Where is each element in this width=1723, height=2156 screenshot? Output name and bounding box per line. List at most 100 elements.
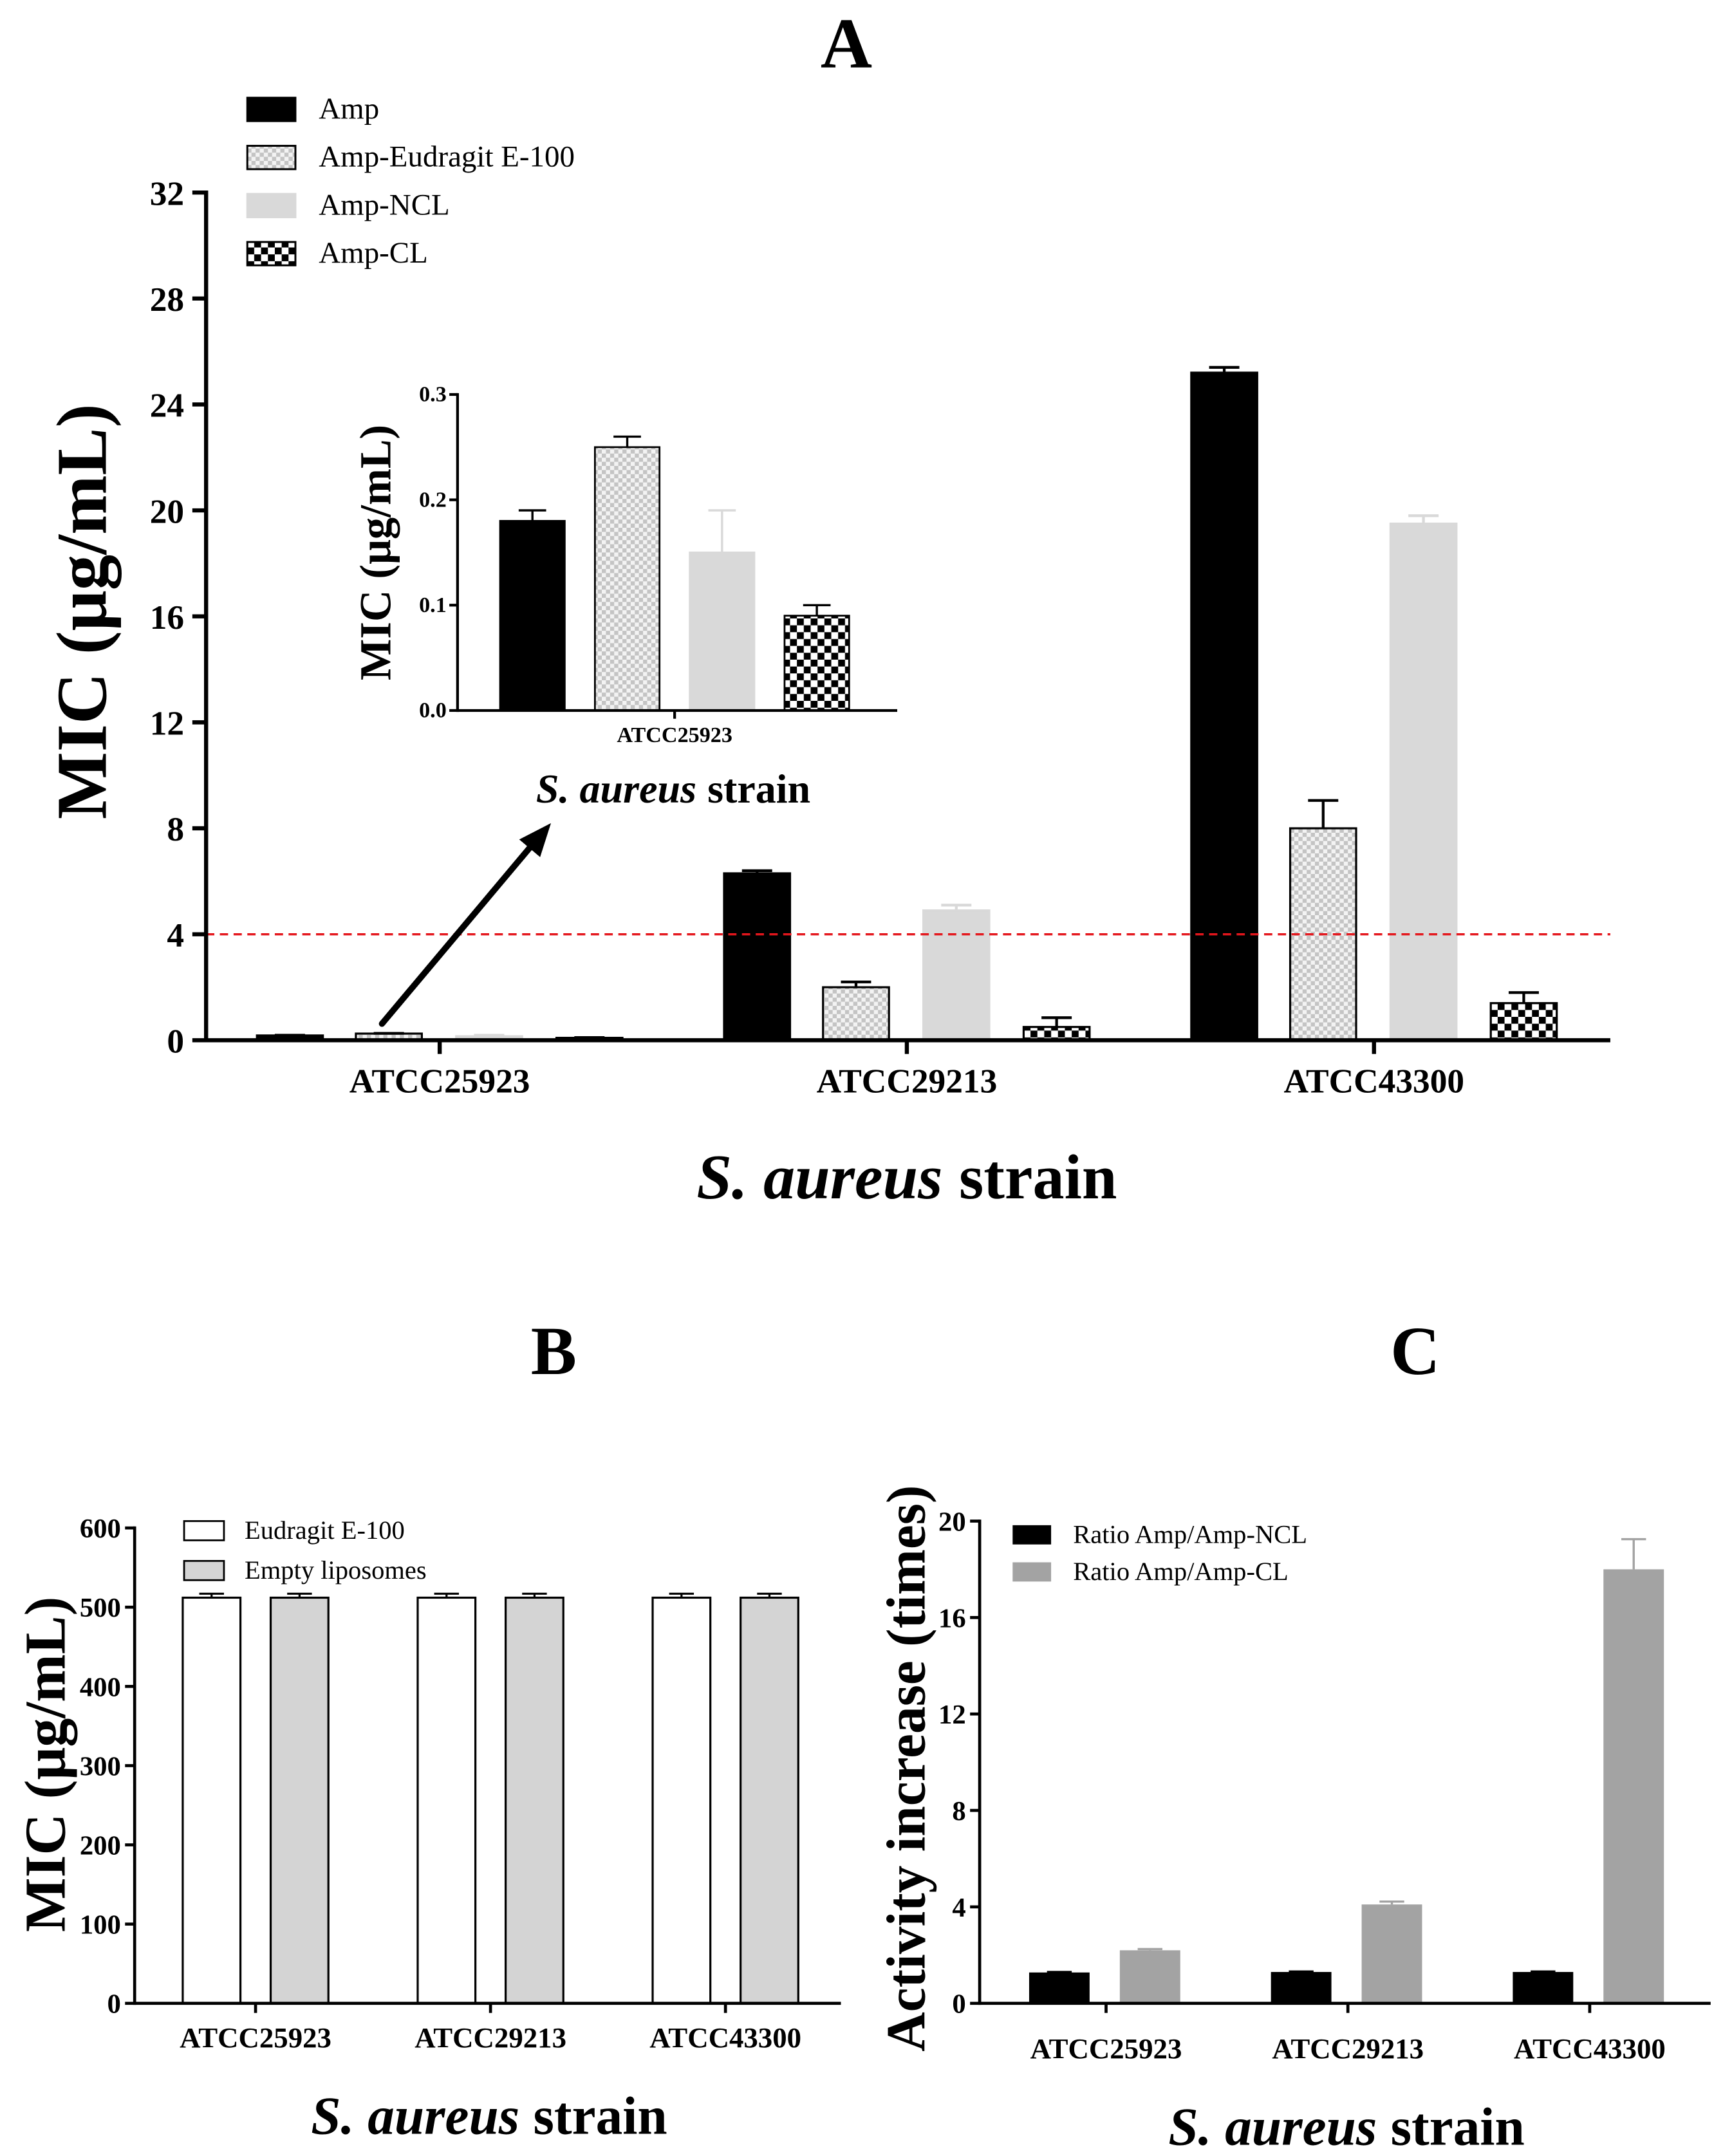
y-axis-label: Activity increase (times) [877, 1485, 937, 2052]
error-bar-amp-ncl-atcc25923 [474, 1034, 505, 1037]
legend-label: Amp-Eudragit E-100 [319, 140, 575, 174]
y-tick-label: 200 [80, 1831, 121, 1861]
legend-label: Amp-CL [319, 236, 428, 270]
bar-empty-liposomes-atcc29213 [504, 1596, 564, 2005]
x-axis-label-rest: strain [1391, 2098, 1525, 2156]
legend-swatch [183, 1520, 225, 1541]
legend-swatch [183, 1559, 225, 1581]
error-bar-amp-eudragit-e-100-atcc29213 [841, 980, 871, 987]
bar-amp-ncl-atcc43300 [1389, 523, 1458, 1041]
x-axis-label-species: S. aureus [696, 1143, 942, 1213]
x-tick-label: ATCC29213 [414, 2021, 566, 2054]
callout-arrow-shaft [378, 841, 537, 1027]
y-tick-label: 0 [107, 1989, 121, 2020]
bar-empty-liposomes-atcc43300 [740, 1596, 799, 2005]
y-tick-label: 500 [80, 1593, 121, 1623]
y-axis-label: MIC (μg/mL) [351, 425, 400, 680]
panel-c-chart: 0 4 8 12 16 20 ATCC25923 ATCC29213 ATCC43300 C Act… [877, 1314, 1711, 2156]
y-tick-label: 600 [80, 1514, 121, 1544]
x-tick-label: ATCC25923 [180, 2021, 331, 2054]
y-tick-label: 12 [150, 704, 184, 743]
y-tick-label: 300 [80, 1751, 121, 1781]
x-axis-label: S. aureus strain [1168, 2098, 1524, 2156]
error-bar-amp-ncl-atcc29213 [941, 904, 972, 911]
bar-amp-ncl-atcc25923 [689, 552, 756, 712]
x-axis-label-species: S. aureus [536, 766, 696, 812]
error-bar-empty-liposomes-atcc29213 [522, 1592, 547, 1598]
callout-arrow-head [519, 823, 552, 857]
y-tick-label: 0 [952, 1989, 965, 2020]
bar-eudragit-e-100-atcc25923 [182, 1596, 242, 2005]
legend-item-ratio-amp-amp-ncl: Ratio Amp/Amp-NCL [1012, 1520, 1307, 1549]
x-axis-label-rest: strain [959, 1143, 1117, 1213]
x-axis-label-rest: strain [707, 766, 810, 812]
x-tick-label: ATCC25923 [349, 1061, 530, 1100]
y-tick-label: 20 [938, 1507, 966, 1537]
x-tick-label: ATCC29213 [1272, 2032, 1424, 2065]
legend-swatch [246, 192, 297, 219]
error-bar-amp-atcc43300 [1209, 366, 1240, 373]
error-bar-ratio-amp-amp-cl-atcc25923 [1137, 1947, 1163, 1951]
error-bar-amp-cl-atcc25923 [803, 604, 831, 616]
y-tick-label: 0 [167, 1022, 184, 1061]
bar-amp-ncl-atcc29213 [922, 909, 991, 1041]
legend-swatch [246, 241, 297, 266]
y-tick-label: 8 [167, 810, 184, 848]
error-bar-ratio-amp-amp-ncl-atcc43300 [1531, 1970, 1556, 1973]
x-tick-label: ATCC29213 [817, 1061, 998, 1100]
bar-ratio-amp-amp-ncl-atcc25923 [1029, 1972, 1090, 2003]
legend-swatch [246, 145, 297, 171]
y-tick-label: 4 [952, 1893, 965, 1923]
x-axis-label-species: S. aureus [1168, 2098, 1377, 2156]
legend-label: Empty liposomes [245, 1556, 427, 1584]
callout-arrow [378, 823, 552, 1027]
error-bar-amp-cl-atcc29213 [1041, 1016, 1072, 1027]
y-tick-label: 12 [938, 1700, 966, 1730]
chart-root: 0 4 8 12 16 20 24 28 32 ATCC25923 ATCC29213 ATCC433… [14, 5, 1711, 2156]
error-bar-ratio-amp-amp-ncl-atcc29213 [1289, 1970, 1314, 1973]
x-tick-label: ATCC43300 [649, 2021, 801, 2054]
x-axis-label-species: S. aureus [311, 2087, 519, 2146]
x-axis-label: S. aureus strain [696, 1143, 1117, 1213]
bar-amp-atcc29213 [723, 872, 792, 1041]
legend-swatch [1012, 1562, 1052, 1582]
legend-label: Eudragit E-100 [245, 1516, 405, 1545]
error-bar-eudragit-e-100-atcc25923 [199, 1592, 224, 1598]
panel-title: C [1390, 1314, 1440, 1389]
x-tick-label: ATCC43300 [1514, 2032, 1666, 2065]
bar-eudragit-e-100-atcc43300 [651, 1596, 712, 2005]
panel-a-chart: 0 4 8 12 16 20 24 28 32 ATCC25923 ATCC29213 ATCC433… [42, 5, 1610, 1213]
error-bar-ratio-amp-amp-ncl-atcc25923 [1047, 1971, 1072, 1973]
bar-empty-liposomes-atcc25923 [269, 1596, 330, 2005]
legend-item-eudragit-e-100: Eudragit E-100 [183, 1516, 405, 1545]
panel-b-chart: 0 100 200 300 400 500 600 ATCC25923 ATCC29213 ATC… [14, 1314, 841, 2146]
legend: Amp Amp-Eudragit E-100 Amp-NCL Amp-CL [246, 92, 575, 270]
bar-amp-atcc43300 [1190, 371, 1258, 1041]
y-tick-label: 4 [167, 916, 184, 954]
y-tick-label: 100 [80, 1910, 121, 1940]
y-tick-label: 20 [150, 492, 184, 530]
bar-ratio-amp-amp-cl-atcc43300 [1603, 1569, 1664, 2003]
bar-ratio-amp-amp-ncl-atcc29213 [1271, 1972, 1332, 2003]
x-tick-label: ATCC25923 [1030, 2032, 1182, 2065]
bar-amp-cl-atcc25923 [783, 615, 850, 712]
legend-item-ratio-amp-amp-cl: Ratio Amp/Amp-CL [1012, 1557, 1289, 1586]
error-bar-ratio-amp-amp-cl-atcc43300 [1621, 1538, 1646, 1570]
bar-amp-eudragit-e-100-atcc25923 [593, 446, 661, 712]
y-tick-label: 0.0 [419, 699, 447, 723]
bar-ratio-amp-amp-cl-atcc25923 [1119, 1950, 1180, 2003]
y-tick-label: 0.2 [419, 488, 447, 512]
panel-a-inset-chart: 0.0 0.1 0.2 0.3 ATCC25923 MIC (μg/mL) S. aureu… [351, 383, 898, 812]
bar-eudragit-e-100-atcc29213 [416, 1596, 477, 2005]
y-tick-label: 16 [938, 1603, 966, 1633]
legend-label: Amp-NCL [319, 188, 449, 221]
x-tick-label: ATCC25923 [617, 723, 732, 747]
error-bar-amp-eudragit-e-100-atcc43300 [1308, 799, 1339, 829]
x-axis-label-rest: strain [534, 2087, 667, 2146]
legend-label: Amp [319, 92, 379, 125]
x-tick-label: ATCC43300 [1283, 1061, 1464, 1100]
legend-item-amp-eudragit-e-100: Amp-Eudragit E-100 [246, 140, 575, 174]
y-tick-label: 28 [150, 280, 184, 319]
legend-label: Ratio Amp/Amp-NCL [1073, 1520, 1307, 1549]
legend: Eudragit E-100 Empty liposomes [183, 1516, 427, 1584]
